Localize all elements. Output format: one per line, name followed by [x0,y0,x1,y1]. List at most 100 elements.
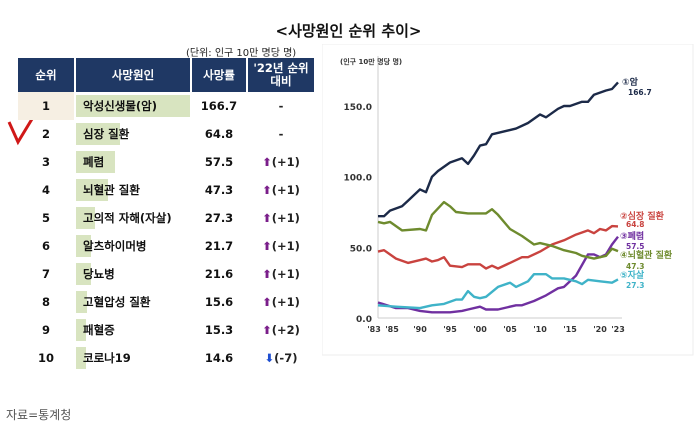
change-cell: ⬆(+1) [248,176,314,204]
up-arrow-icon: ⬆ [262,155,272,169]
x-tick-label: '00 [473,325,487,334]
x-tick-label: '83 [367,325,381,334]
table-row: 9 패혈증 15.3 ⬆(+2) [18,316,314,344]
table-row: 8 고혈압성 질환 15.6 ⬆(+1) [18,288,314,316]
rank-cell: 8 [41,295,50,309]
change-cell: ⬆(+1) [248,288,314,316]
series-line [378,81,619,218]
series-line [377,235,619,314]
header-change: '22년 순위 대비 [248,58,314,92]
series-line [377,200,619,260]
y-tick-label: 50.0 [350,244,372,254]
series-end-value: 57.5 [626,242,645,251]
x-tick-label: '15 [563,325,577,334]
x-tick-label: '85 [385,325,399,334]
up-arrow-icon: ⬆ [262,211,272,225]
y-axis-label: (인구 10만 명당 명) [340,57,402,66]
table-row: 4 뇌혈관 질환 47.3 ⬆(+1) [18,176,314,204]
series-end-value: 64.8 [626,220,645,229]
up-arrow-icon: ⬆ [262,239,272,253]
change-value: (+1) [271,155,300,169]
rate-cell: 166.7 [200,99,238,113]
red-check-mark-icon [7,118,34,146]
table-unit: (단위: 인구 10만 명당 명) [186,48,297,59]
source-note: 자료=통계청 [6,408,72,422]
change-cell: ⬆(+1) [248,260,314,288]
change-cell: - [248,120,314,148]
death-rate-trend-chart: (인구 10만 명당 명) 0.0 50.0 100.0 150.0 '83 '85 '90 '… [322,44,694,356]
x-tick-label: '20 [593,325,607,334]
rank-cell: 5 [41,211,50,225]
table-row: 6 알츠하이머병 21.7 ⬆(+1) [18,232,314,260]
rate-bar [76,319,87,341]
rate-cell: 47.3 [204,183,234,197]
rank-cell: 10 [37,351,54,365]
cause-cell: 폐렴 [76,148,190,176]
header-cause: 사망원인 [76,58,190,92]
x-tick-label: '05 [503,325,517,334]
series-line [377,224,619,270]
series-name-label: ①암 [622,76,639,88]
change-value: - [278,99,284,113]
rate-cell: 21.6 [204,267,234,281]
cause-label: 고의적 자해(자살) [83,211,172,225]
cause-cell: 코로나19 [76,344,190,372]
series-name-label: ⑤자살 [620,269,645,281]
series-name-label: ④뇌혈관 질환 [620,249,673,261]
table-row: 1 악성신생물(암) 166.7 - [18,92,314,120]
change-value: (+1) [271,267,300,281]
rate-bar [76,291,87,313]
up-arrow-icon: ⬆ [262,183,272,197]
change-cell: ⬆(+1) [248,204,314,232]
cause-label: 패혈증 [83,323,115,337]
series-name-label: ②심장 질환 [620,210,665,222]
up-arrow-icon: ⬆ [262,323,272,337]
rate-bar [76,95,190,117]
up-arrow-icon: ⬆ [262,295,272,309]
rate-cell: 21.7 [204,239,234,253]
cause-cell: 악성신생물(암) [76,92,190,120]
change-cell: ⬇(-7) [248,344,314,372]
series-name-label: ③폐렴 [620,230,644,242]
change-value: - [278,127,284,141]
series-end-value: 166.7 [628,88,652,97]
y-tick-label: 150.0 [344,103,372,113]
cause-label: 심장 질환 [83,127,130,141]
series-end-value: 27.3 [626,281,645,290]
x-tick-label: '90 [413,325,427,334]
change-value: (+1) [271,183,300,197]
y-tick-label: 0.0 [356,315,372,325]
change-value: (+2) [271,323,300,337]
change-cell: - [248,92,314,120]
x-tick-label: '95 [443,325,457,334]
rate-bar [76,207,95,229]
y-tick-label: 100.0 [344,174,372,184]
rate-cell: 15.6 [204,295,234,309]
series-end-value: 47.3 [626,262,645,271]
table-row: 5 고의적 자해(자살) 27.3 ⬆(+1) [18,204,314,232]
change-value: (+1) [271,211,300,225]
x-tick-label: '10 [533,325,547,334]
table-row: 7 당뇨병 21.6 ⬆(+1) [18,260,314,288]
page-title: <사망원인 순위 추이> [275,22,422,40]
cause-cell: 고혈압성 질환 [76,288,190,316]
series-line [377,273,619,310]
rate-cell: 64.8 [204,127,234,141]
rate-bar [76,263,91,285]
death-cause-ranking-table: 순위 사망원인 사망률 '22년 순위 대비 1 악성신생물(암) 166.7 … [16,58,316,372]
rate-bar [76,179,109,201]
table-row: 2 심장 질환 64.8 - [18,120,314,148]
rank-cell: 9 [41,323,50,337]
cause-cell: 알츠하이머병 [76,232,190,260]
down-arrow-icon: ⬇ [264,351,275,365]
cause-cell: 패혈증 [76,316,190,344]
cause-label: 뇌혈관 질환 [83,183,140,197]
header-rate: 사망률 [192,58,246,92]
rank-cell: 3 [41,155,50,169]
rate-cell: 14.6 [204,351,234,365]
rate-bar [76,235,91,257]
change-cell: ⬆(+2) [248,316,314,344]
change-cell: ⬆(+1) [248,232,314,260]
change-value: (+1) [271,239,300,253]
rank-cell: 1 [18,92,74,120]
